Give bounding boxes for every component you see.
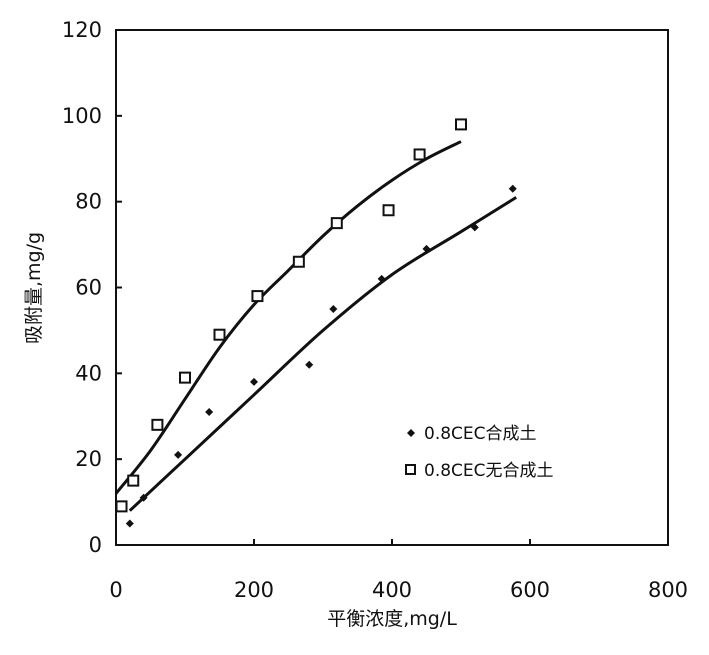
plot-frame (115, 29, 669, 546)
fit-curves (114, 140, 517, 512)
data-point-diamond (139, 493, 148, 502)
data-point-diamond (174, 450, 183, 459)
legend-diamond-marker (407, 429, 415, 437)
data-point-square (127, 474, 140, 487)
data-point-diamond (329, 304, 338, 313)
x-tick-label: 200 (234, 578, 274, 602)
x-axis-title: 平衡浓度,mg/L (327, 608, 457, 630)
data-point-diamond (508, 184, 517, 193)
data-point-square (382, 204, 395, 217)
data-point-diamond (205, 407, 214, 416)
legend-square-marker (405, 464, 416, 475)
y-tick-label: 80 (75, 190, 102, 214)
axis-ticks: 0 20 40 60 80 100 120 0 200 400 600 800 (62, 18, 688, 602)
y-tick-label: 0 (89, 533, 102, 557)
data-point-square (330, 217, 343, 230)
x-tick-label: 0 (109, 578, 122, 602)
data-point-square (115, 500, 128, 513)
data-point-diamond (470, 223, 479, 232)
y-tick-label: 100 (62, 104, 102, 128)
y-tick-label: 60 (75, 276, 102, 300)
data-point-square (455, 118, 467, 131)
y-tick-label: 120 (62, 18, 102, 42)
x-tick-label: 400 (372, 578, 412, 602)
fit-curve-series-2 (114, 140, 462, 495)
fit-curve-series-1 (128, 196, 517, 512)
x-tick-label: 600 (510, 578, 550, 602)
data-points (115, 118, 517, 528)
data-point-diamond (422, 244, 431, 253)
legend: 0.8CEC合成土 0.8CEC无合成土 (405, 424, 554, 481)
data-point-square (151, 418, 164, 431)
data-point-diamond (125, 519, 134, 528)
data-point-square (213, 328, 226, 341)
x-tick-label: 800 (648, 578, 688, 602)
data-point-square (251, 290, 264, 303)
legend-label-series-2: 0.8CEC无合成土 (424, 461, 554, 481)
y-axis-title: 吸附量,mg/g (23, 232, 45, 344)
y-tick-label: 20 (75, 447, 102, 471)
legend-label-series-1: 0.8CEC合成土 (424, 424, 537, 444)
y-tick-label: 40 (75, 361, 102, 385)
data-point-square (413, 148, 426, 161)
data-point-square (292, 255, 305, 268)
data-point-diamond (305, 360, 314, 369)
data-point-diamond (250, 377, 258, 386)
data-point-diamond (377, 274, 386, 283)
data-point-square (179, 371, 191, 384)
